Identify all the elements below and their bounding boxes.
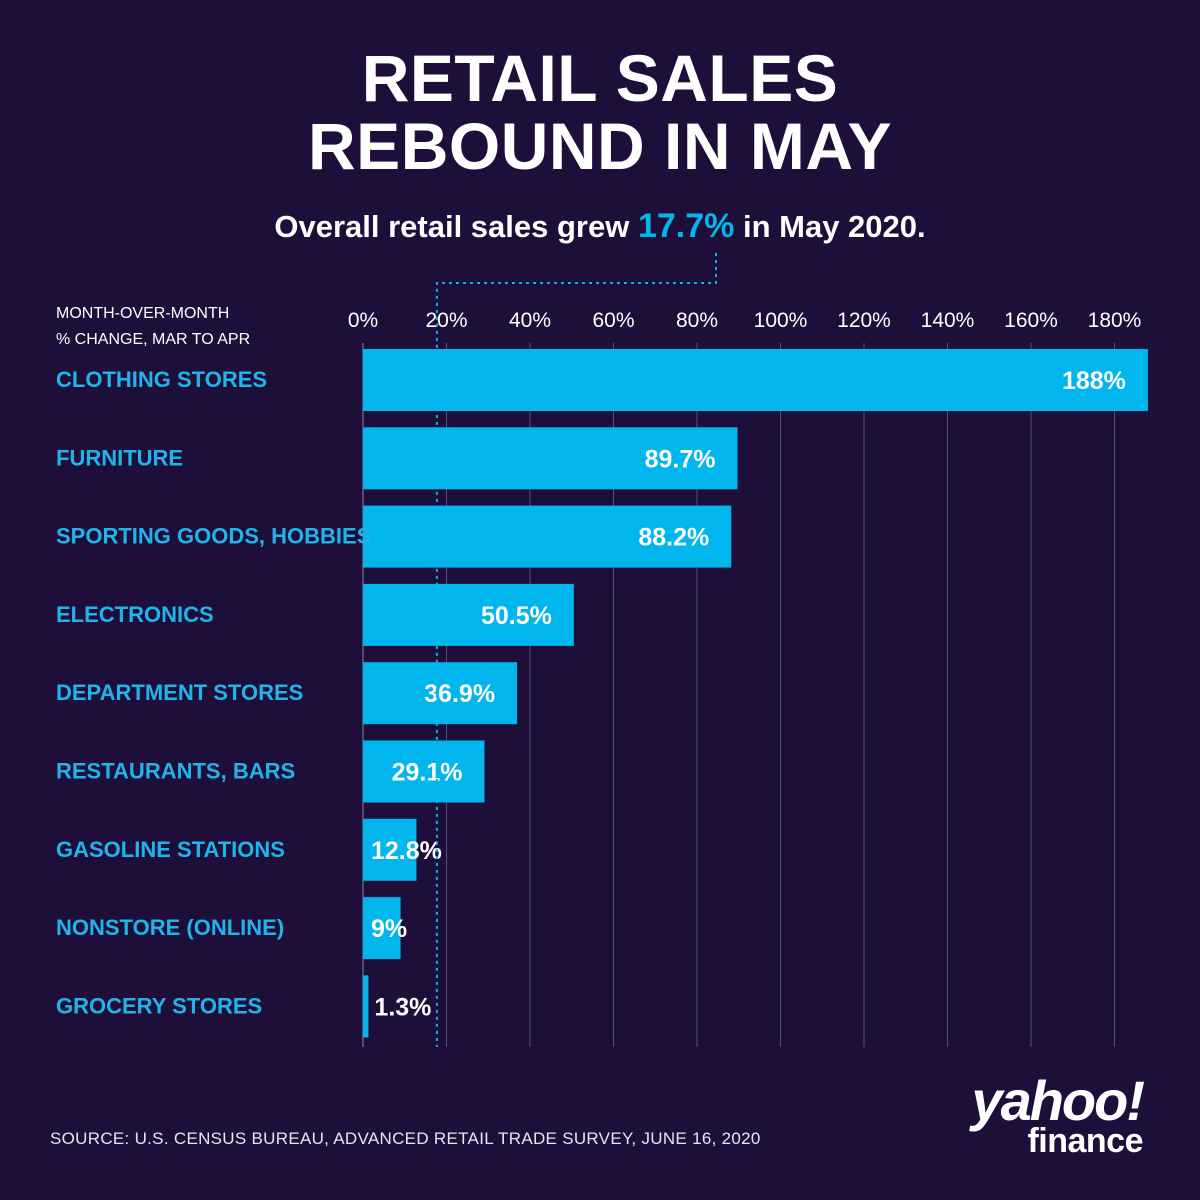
bar xyxy=(363,505,732,568)
x-tick-label: 100% xyxy=(754,309,808,332)
chart-title: RETAIL SALES REBOUND IN MAY xyxy=(308,41,892,183)
bar xyxy=(363,975,369,1038)
bar xyxy=(363,662,518,725)
category-label: NONSTORE (ONLINE) xyxy=(56,915,284,940)
category-label: FURNITURE xyxy=(56,445,183,470)
yahoo-finance-logo: yahoo! finance xyxy=(935,1069,1165,1162)
x-tick-label: 160% xyxy=(1004,309,1058,332)
category-label: DEPARTMENT STORES xyxy=(56,680,303,705)
subtitle-prefix: Overall retail sales grew xyxy=(274,209,638,244)
axis-caption: MONTH-OVER-MONTH % CHANGE, MAR TO APR xyxy=(56,301,250,353)
x-tick-label: 80% xyxy=(676,309,718,332)
bar xyxy=(363,740,485,803)
category-label: GASOLINE STATIONS xyxy=(56,837,285,862)
x-tick-label: 180% xyxy=(1088,309,1142,332)
x-tick-label: 0% xyxy=(348,309,378,332)
data-label: 89.7% xyxy=(645,445,716,473)
x-tick-label: 120% xyxy=(837,309,891,332)
x-tick-label: 20% xyxy=(425,309,467,332)
source-note: SOURCE: U.S. CENSUS BUREAU, ADVANCED RET… xyxy=(50,1129,761,1148)
subtitle-highlight-value: 17.7% xyxy=(637,207,735,245)
logo-wordmark-finance: finance xyxy=(1027,1122,1143,1160)
category-label: GROCERY STORES xyxy=(56,993,262,1018)
bar xyxy=(363,897,401,960)
axis-caption-line-2: % CHANGE, MAR TO APR xyxy=(56,331,251,348)
x-tick-label: 140% xyxy=(921,309,975,332)
x-tick-label: 60% xyxy=(592,309,634,332)
bar xyxy=(363,349,1148,411)
category-label: ELECTRONICS xyxy=(56,602,214,627)
category-label: SPORTING GOODS, HOBBIES xyxy=(56,524,371,549)
data-label: 1.3% xyxy=(374,993,431,1021)
data-label: 188% xyxy=(1062,367,1126,395)
reference-line xyxy=(435,253,717,1047)
data-label: 50.5% xyxy=(481,602,552,630)
bar xyxy=(363,818,417,881)
data-label: 36.9% xyxy=(424,680,495,708)
x-tick-label: 40% xyxy=(509,309,551,332)
category-label: RESTAURANTS, BARS xyxy=(56,759,295,784)
data-label: 9% xyxy=(371,915,407,943)
data-label: 12.8% xyxy=(371,837,442,865)
bar xyxy=(363,583,574,646)
data-label: 88.2% xyxy=(638,524,709,552)
category-label: CLOTHING STORES xyxy=(56,367,267,392)
data-label: 29.1% xyxy=(392,759,463,787)
bar xyxy=(363,427,738,490)
logo-wordmark-yahoo: yahoo! xyxy=(971,1069,1145,1132)
subtitle-suffix: in May 2020. xyxy=(734,209,926,244)
chart-subtitle: Overall retail sales grew 17.7% in May 2… xyxy=(0,207,1200,246)
axis-caption-line-1: MONTH-OVER-MONTH xyxy=(56,305,230,322)
